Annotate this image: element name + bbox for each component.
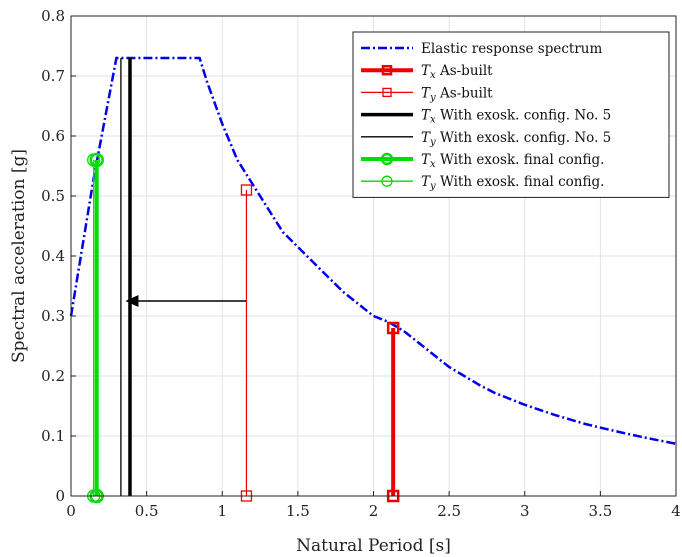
axis-ticks: 0 0.5 1 1.5 2 2.5 3 3.5 4 0 0.1 0.2 0.3 0.4 0.5 0.6 0.7 0… [41, 7, 681, 520]
circle-marker [380, 152, 394, 166]
period-series-1 [240, 184, 253, 502]
legend-label: Ty As-built [421, 85, 493, 103]
circle-marker [87, 153, 101, 167]
y-tick-label: 0.7 [41, 67, 65, 85]
y-tick-label: 0 [55, 487, 65, 505]
spectrum-curve [69, 56, 677, 446]
legend-entry-5: Tx With exosk. final config. [361, 152, 604, 170]
x-tick-label: 3 [520, 502, 530, 520]
circle-marker [89, 152, 104, 168]
x-tick-label: 1 [217, 502, 227, 520]
square-marker [386, 321, 400, 335]
y-tick-label: 0.2 [41, 367, 65, 385]
circle-marker [381, 175, 393, 187]
y-tick-label: 0.6 [41, 127, 65, 145]
legend-label: Ty With exosk. final config. [421, 174, 604, 192]
x-axis-label: Natural Period [s] [296, 536, 451, 556]
legend-label: Tx As-built [421, 63, 493, 81]
x-tick-label: 1.5 [286, 502, 310, 520]
legend-entry-6: Ty With exosk. final config. [361, 174, 604, 192]
y-tick-label: 0.5 [41, 187, 65, 205]
y-tick-label: 0.1 [41, 427, 65, 445]
square-marker [240, 184, 253, 196]
legend: Elastic response spectrum Tx As-built Ty A… [352, 31, 670, 198]
y-tick-label: 0.3 [41, 307, 65, 325]
legend-entry-2: Ty As-built [361, 85, 493, 103]
legend-label: Elastic response spectrum [421, 41, 602, 57]
legend-entry-4: Ty With exosk. config. No. 5 [361, 130, 611, 148]
legend-label: Tx With exosk. final config. [421, 152, 604, 170]
y-tick-label: 0.8 [41, 7, 65, 25]
x-tick-label: 0 [66, 502, 76, 520]
square-marker [382, 87, 392, 98]
y-axis-label: Spectral acceleration [g] [9, 149, 29, 363]
x-tick-label: 3.5 [588, 502, 612, 520]
period-series-4 [89, 152, 104, 504]
x-tick-label: 4 [671, 502, 681, 520]
square-marker [381, 64, 393, 76]
x-tick-label: 2.5 [437, 502, 461, 520]
legend-entry-3: Tx With exosk. config. No. 5 [361, 108, 611, 126]
arrow-head [125, 295, 139, 307]
plot-area [69, 56, 677, 504]
y-tick-label: 0.4 [41, 247, 65, 265]
x-tick-label: 2 [369, 502, 379, 520]
legend-entry-1: Tx As-built [361, 63, 493, 81]
legend-label: Tx With exosk. config. No. 5 [421, 108, 611, 126]
legend-label: Ty With exosk. config. No. 5 [421, 130, 611, 148]
period-series-0 [386, 321, 400, 503]
legend-entry-0: Elastic response spectrum [361, 41, 602, 57]
x-tick-label: 0.5 [135, 502, 159, 520]
